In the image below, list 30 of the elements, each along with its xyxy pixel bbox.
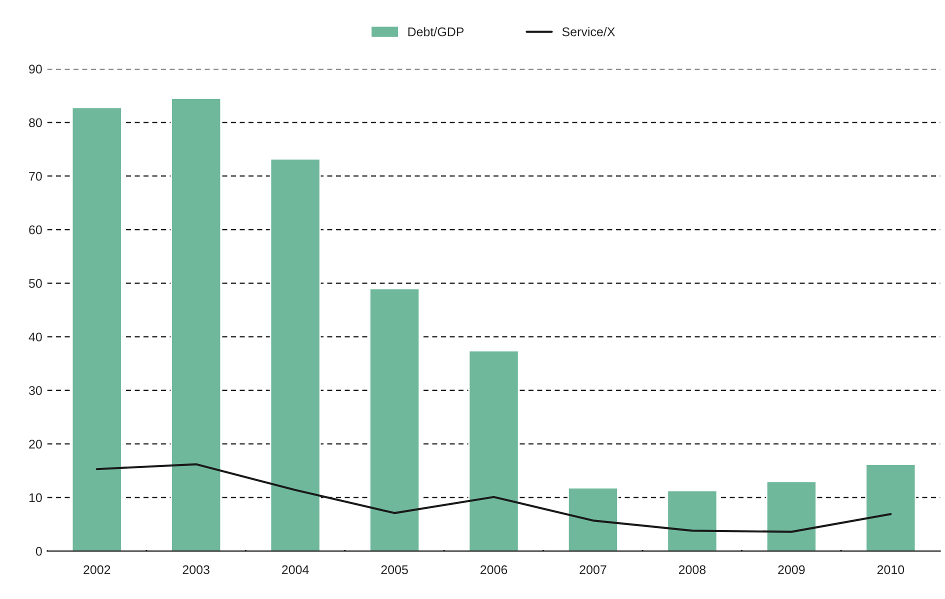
legend-label: Debt/GDP [408,27,464,36]
y-tick-label: 90 [29,64,42,74]
bar [71,106,122,552]
bar [567,487,618,552]
y-tick-label: 0 [36,546,42,556]
y-tick-label: 50 [28,278,42,288]
x-tick-label: 2002 [84,565,110,574]
x-tick-label: 2008 [678,565,706,574]
y-tick-label: 10 [29,493,42,502]
x-tick-label: 2006 [480,565,508,574]
bar [666,490,718,552]
bar [270,158,321,552]
y-tick-label: 40 [28,332,42,342]
bar [766,480,817,552]
y-tick-label: 80 [29,118,42,128]
x-tick-label: 2009 [778,565,805,574]
legend-label: Service/X [562,27,615,36]
y-tick-label: 70 [29,172,42,181]
x-tick-label: 2005 [381,565,408,574]
x-tick-label: 2004 [282,565,309,574]
y-tick-label: 20 [29,440,42,449]
x-tick-label: 2010 [877,565,904,574]
x-tick-label: 2007 [580,565,606,574]
bar [369,288,420,552]
x-tick-label: 2003 [182,565,210,574]
bar [865,464,916,552]
bar [468,350,520,552]
bar [170,98,222,552]
y-tick-label: 60 [29,225,42,234]
y-tick-label: 30 [28,386,42,395]
